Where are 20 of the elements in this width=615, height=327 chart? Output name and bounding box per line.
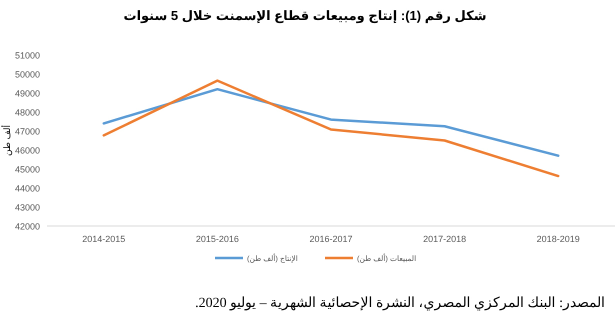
chart-title: شكل رقم (1): إنتاج ومبيعات قطاع الإسمنت خلال 5 سنوات — [124, 8, 486, 24]
line-series — [102, 79, 560, 178]
y-tick-label: 47000 — [14, 126, 40, 136]
y-tick-label: 46000 — [14, 146, 40, 156]
x-tick-label: 2014-2015 — [82, 234, 126, 244]
y-tick-label: 48000 — [14, 108, 40, 118]
y-tick-label: 43000 — [14, 202, 40, 212]
y-tick-label: 49000 — [14, 88, 40, 98]
x-tick-label: 2015-2016 — [196, 234, 239, 244]
x-tick-label: 2018-2019 — [536, 234, 580, 244]
x-tick-label: 2017-2018 — [423, 234, 466, 244]
y-tick-label: 50000 — [14, 70, 40, 80]
y-tick-label: 42000 — [14, 222, 40, 232]
y-axis-title: ألف طن — [1, 124, 13, 156]
y-tick-label: 44000 — [14, 184, 40, 194]
text: المصدر: البنك المركزي المصري، النشرة الإحصائية الشهرية – يوليو 2020. — [195, 296, 605, 311]
y-tick-label: 45000 — [14, 164, 40, 174]
line-series — [102, 88, 560, 157]
x-tick-label: 2016-2017 — [309, 234, 353, 244]
y-tick-label: 51000 — [14, 50, 40, 60]
